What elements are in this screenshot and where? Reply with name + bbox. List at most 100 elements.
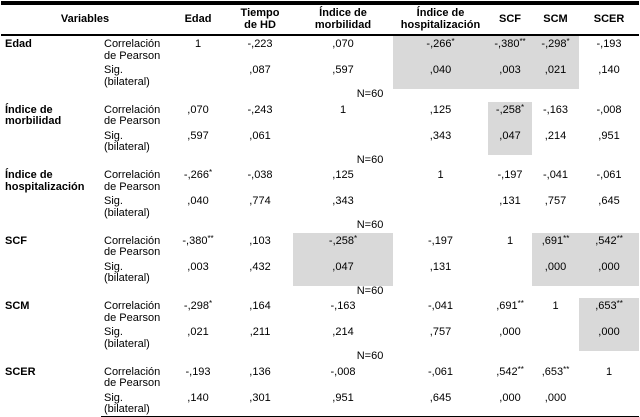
corr-value: ,103 [249,234,271,247]
significance-stars: ** [517,364,524,374]
n-row: N=60 [1,284,639,299]
sig-cell: ,432 [249,260,271,273]
row-sublabel-sig: Sig. (bilateral) [104,326,150,350]
sig-cell [579,390,639,417]
sig-cell [293,128,393,155]
corr-value: -,223 [247,38,273,50]
significance-stars: ** [616,233,623,243]
corr-cell: ,070 [293,35,393,62]
empty-cell [1,351,101,364]
column-header-variables: Variables [1,3,170,36]
corr-cell: -,163 [293,298,393,324]
table-row: Edad Correlación de Pearson 1 -,223 ,070… [1,35,639,62]
corr-value: -,041 [427,300,454,312]
corr-value: -,380 [494,38,520,50]
table-row: Sig. (bilateral) ,003 ,432 ,047 ,131 ,00… [1,258,640,286]
corr-value: -,008 [596,103,622,116]
n-label: N=60 [356,219,384,231]
corr-cell-highlighted: -,266* [393,35,489,62]
sig-cell: ,140 [598,64,620,76]
row-sublabel-pearson: Correlación de Pearson [104,103,161,127]
table-row: Índice de morbilidad Correlación de Pear… [1,101,639,128]
significance-stars: ** [563,233,570,243]
row-header-scf: SCF [5,234,27,247]
column-header-tiempo-de-hd: Tiempo de HD [227,3,294,36]
row-sublabel-pearson: Correlación de Pearson [104,38,161,62]
sig-cell: ,951 [332,391,354,404]
significance-stars: ** [616,299,623,308]
table-row: Sig. (bilateral) ,597 ,061 ,343 ,047 ,21… [1,127,639,155]
corr-cell-highlighted: -,258* [293,232,394,259]
table-row: SCM Correlación de Pearson -,298* ,164 -… [1,298,640,324]
corr-cell: ,164 [227,298,293,324]
empty-cell [1,89,101,102]
n-label: N=60 [356,88,384,100]
significance-stars: * [520,102,525,112]
sig-cell [393,193,488,220]
sig-cell: ,000 [544,391,567,404]
sig-cell: ,757 [544,195,567,207]
corr-value: ,070 [187,103,209,116]
sig-cell: ,000 [499,326,521,338]
empty-cell [1,286,101,299]
sig-cell: ,003 [187,260,209,273]
row-header-indice-de-morbilidad: Índice de morbilidad [5,103,62,127]
row-sublabel-sig: Sig. (bilateral) [104,391,150,415]
corr-cell: -,243 [227,102,293,128]
corr-cell-highlighted: ,691** [532,232,580,259]
corr-value: -,266 [183,169,209,181]
table-row: Sig. (bilateral) ,087 ,597 ,040 ,003 ,02… [1,62,639,89]
column-header-indice-de-hospitalizacion: Índice de hospitalización [393,3,489,36]
corr-cell: 1 [393,167,488,193]
corr-cell: -,197 [488,167,532,193]
significance-stars: * [208,299,213,308]
corr-value: -,197 [497,169,523,181]
column-header-scer: SCER [579,3,640,36]
sig-cell-highlighted: ,000 [532,258,580,286]
sig-cell: ,140 [187,391,209,404]
row-sublabel-pearson: Correlación de Pearson [104,300,161,324]
sig-cell: ,645 [598,195,620,207]
corr-cell: -,163 [532,102,579,128]
empty-cell [1,155,101,168]
sig-cell [488,259,532,286]
corr-cell: -,041 [532,167,579,193]
corr-cell: ,103 [227,233,293,259]
sig-cell-highlighted: ,003 [488,62,533,89]
corr-value: 1 [194,38,202,50]
sig-cell-highlighted: ,040 [393,62,489,89]
corr-value: 1 [437,169,444,181]
sig-cell: ,774 [249,195,271,207]
corr-value: -,163 [542,103,569,116]
corr-cell: -,197 [393,233,488,259]
sig-cell: ,301 [249,391,271,404]
column-header-indice-de-morbilidad: Índice de morbilidad [293,3,394,36]
corr-cell: 1 [579,364,639,390]
corr-cell: -,041 [393,298,488,324]
corr-value: -,380 [182,234,208,247]
corr-cell: 1 [532,298,579,324]
sig-cell: ,087 [249,64,271,76]
sig-cell: ,040 [187,195,209,207]
n-label: N=60 [356,284,384,297]
significance-stars: ** [519,37,526,46]
corr-cell: -,223 [227,35,293,62]
corr-value: -,298 [183,300,209,312]
corr-cell: -,193 [169,364,227,390]
n-row: N=60 [1,350,639,364]
corr-value: -,243 [247,103,273,116]
significance-stars: * [566,37,570,46]
corr-value: -,258 [328,234,354,247]
corr-cell: ,125 [293,167,393,193]
corr-value: ,136 [249,365,271,378]
corr-cell: -,008 [293,364,393,390]
corr-value: ,653 [595,300,617,312]
corr-cell: 1 [488,233,532,259]
sig-cell: ,214 [332,326,354,338]
sig-cell: ,131 [499,195,521,207]
table-row: Sig. (bilateral) ,021 ,211 ,214 ,757 ,00… [1,324,640,351]
significance-stars: * [208,168,213,177]
corr-cell: ,542** [488,364,532,390]
corr-value: -,258 [495,103,521,116]
corr-value: ,125 [332,169,354,181]
